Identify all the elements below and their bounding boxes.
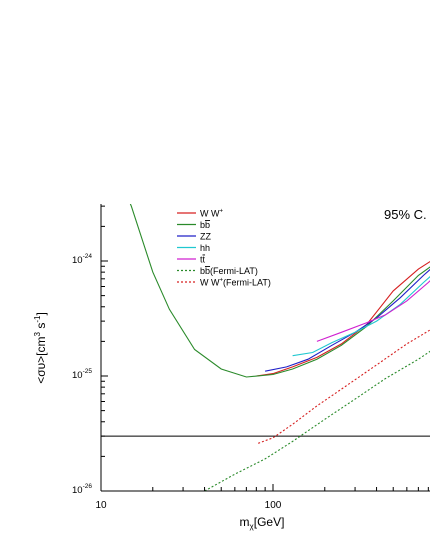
- axis-ticks: [100, 205, 429, 492]
- legend-label-3: hh: [200, 243, 210, 253]
- series-line-2: [264, 268, 430, 372]
- legend-label-0: W W+: [200, 209, 224, 219]
- series-layer: [101, 204, 430, 491]
- legend-label-1: bb: [200, 220, 210, 230]
- series-line-6: [258, 329, 430, 444]
- y-tick-label-1e-25: 10-25: [72, 368, 92, 381]
- y-axis-label: <συ>[cm3 s-1]: [33, 312, 48, 384]
- series-line-0: [256, 260, 430, 377]
- confidence-label: 95% C.: [384, 207, 427, 222]
- series-line-3: [292, 276, 430, 357]
- x-tick-label-100: 100: [265, 500, 282, 511]
- legend-label-2: ZZ: [200, 232, 211, 242]
- series-line-1: [129, 204, 430, 378]
- x-tick-label-10: 10: [95, 500, 107, 511]
- legend-label-5: bb(Fermi-LAT): [200, 266, 258, 276]
- legend-label-4: tt: [200, 255, 206, 265]
- y-tick-label-1e-24: 10-24: [72, 253, 92, 266]
- series-line-5: [204, 350, 430, 491]
- legend-label-6: W W+(Fermi-LAT): [200, 278, 271, 288]
- y-tick-label-1e-26: 10-26: [72, 483, 92, 496]
- series-line-4: [316, 280, 430, 342]
- x-axis-label: mχ[GeV]: [240, 515, 285, 531]
